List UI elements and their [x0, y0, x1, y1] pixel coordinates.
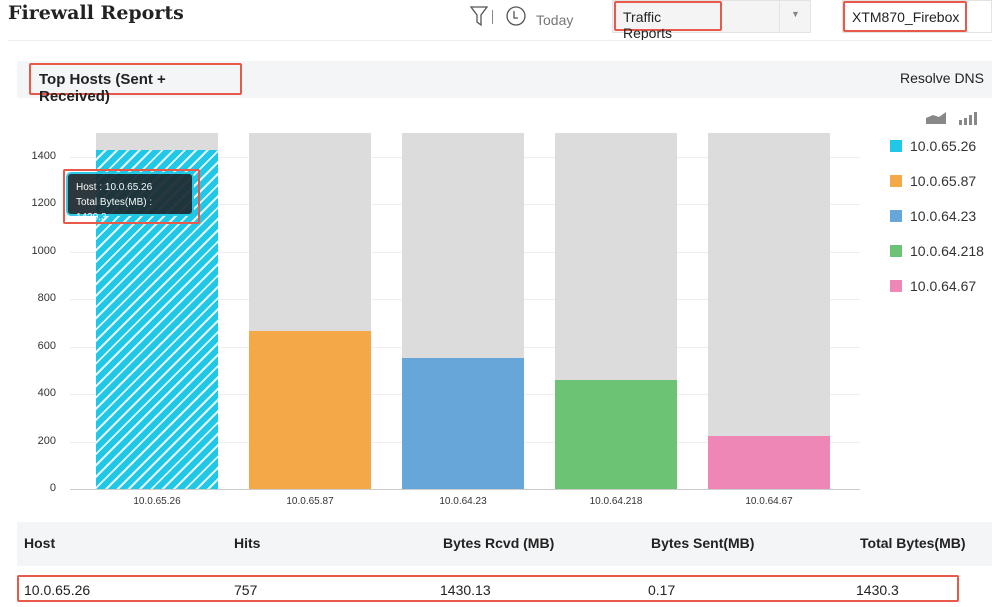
- x-tick-label: 10.0.65.26: [133, 496, 181, 507]
- device-select-value: XTM870_Firebox: [843, 1, 967, 32]
- tooltip-host: Host : 10.0.65.26: [76, 182, 153, 193]
- col-total-bytes[interactable]: Total Bytes(MB): [860, 535, 966, 551]
- y-tick-label: 200: [37, 434, 56, 447]
- y-tick-label: 1200: [31, 197, 56, 210]
- divider: [492, 10, 493, 24]
- bar-10.0.65.87[interactable]: [249, 330, 371, 489]
- x-tick-label: 10.0.64.67: [745, 496, 793, 507]
- col-bytes-sent[interactable]: Bytes Sent(MB): [651, 535, 755, 551]
- y-tick-label: 1000: [31, 244, 56, 257]
- chart-tooltip: Host : 10.0.65.26 Total Bytes(MB) : 1430…: [66, 172, 194, 223]
- tooltip-total: Total Bytes(MB) : 1430.3: [76, 197, 153, 223]
- cell-host: 10.0.65.26: [24, 582, 91, 598]
- report-select-value: Traffic Reports: [614, 1, 722, 41]
- legend-swatch: [890, 210, 902, 222]
- legend-item[interactable]: 10.0.64.23: [890, 208, 976, 224]
- cell-total-bytes: 1430.3: [856, 582, 899, 598]
- section-header: Top Hosts (Sent + Received) Resolve DNS: [17, 61, 992, 105]
- bar-10.0.64.67[interactable]: [708, 435, 830, 489]
- legend-swatch: [890, 245, 902, 257]
- chevron-down-icon: ▼: [791, 9, 800, 19]
- x-tick-label: 10.0.64.23: [439, 496, 487, 507]
- bar-background: [708, 133, 830, 489]
- legend-swatch: [890, 140, 902, 152]
- cell-bytes-rcvd: 1430.13: [440, 582, 491, 598]
- col-hits[interactable]: Hits: [234, 535, 261, 551]
- table-header: [17, 522, 992, 566]
- page-title: Firewall Reports: [8, 2, 184, 24]
- section-title: Top Hosts (Sent + Received): [29, 63, 242, 105]
- legend-item[interactable]: 10.0.64.67: [890, 278, 976, 294]
- y-tick-label: 0: [49, 482, 56, 494]
- legend-label: 10.0.64.23: [910, 208, 977, 224]
- device-select[interactable]: XTM870_Firebox: [842, 0, 992, 33]
- bar-10.0.64.218[interactable]: [555, 379, 677, 489]
- cell-bytes-sent: 0.17: [648, 582, 676, 598]
- bar-chart-icon[interactable]: [958, 110, 980, 126]
- legend-swatch: [890, 280, 902, 292]
- x-axis: [70, 489, 860, 490]
- x-tick-label: 10.0.65.87: [286, 496, 334, 507]
- legend-label: 10.0.65.26: [910, 138, 977, 154]
- legend-swatch: [890, 175, 902, 187]
- resolve-dns-link[interactable]: Resolve DNS: [899, 70, 984, 86]
- period-label[interactable]: Today: [536, 12, 574, 28]
- col-bytes-rcvd[interactable]: Bytes Rcvd (MB): [443, 535, 555, 551]
- report-select[interactable]: Traffic Reports ▼: [612, 0, 811, 41]
- legend-label: 10.0.65.87: [910, 173, 977, 189]
- filter-icon[interactable]: [469, 5, 489, 27]
- legend-item[interactable]: 10.0.64.218: [890, 243, 984, 259]
- y-tick-label: 800: [37, 292, 56, 305]
- y-tick-label: 600: [37, 339, 56, 352]
- tooltip-highlight: [63, 169, 200, 224]
- area-chart-icon[interactable]: [925, 110, 947, 126]
- bar-10.0.64.23[interactable]: [402, 357, 524, 489]
- legend-item[interactable]: 10.0.65.26: [890, 138, 976, 154]
- clock-icon[interactable]: [505, 5, 527, 27]
- col-host[interactable]: Host: [24, 535, 56, 551]
- table-row[interactable]: [17, 575, 959, 602]
- legend-label: 10.0.64.67: [910, 278, 977, 294]
- legend-label: 10.0.64.218: [910, 243, 984, 259]
- y-tick-label: 1400: [31, 150, 56, 162]
- header-divider: [8, 40, 992, 41]
- cell-hits: 757: [234, 582, 258, 598]
- x-tick-label: 10.0.64.218: [589, 496, 643, 507]
- legend-item[interactable]: 10.0.65.87: [890, 173, 976, 189]
- y-tick-label: 400: [37, 387, 56, 400]
